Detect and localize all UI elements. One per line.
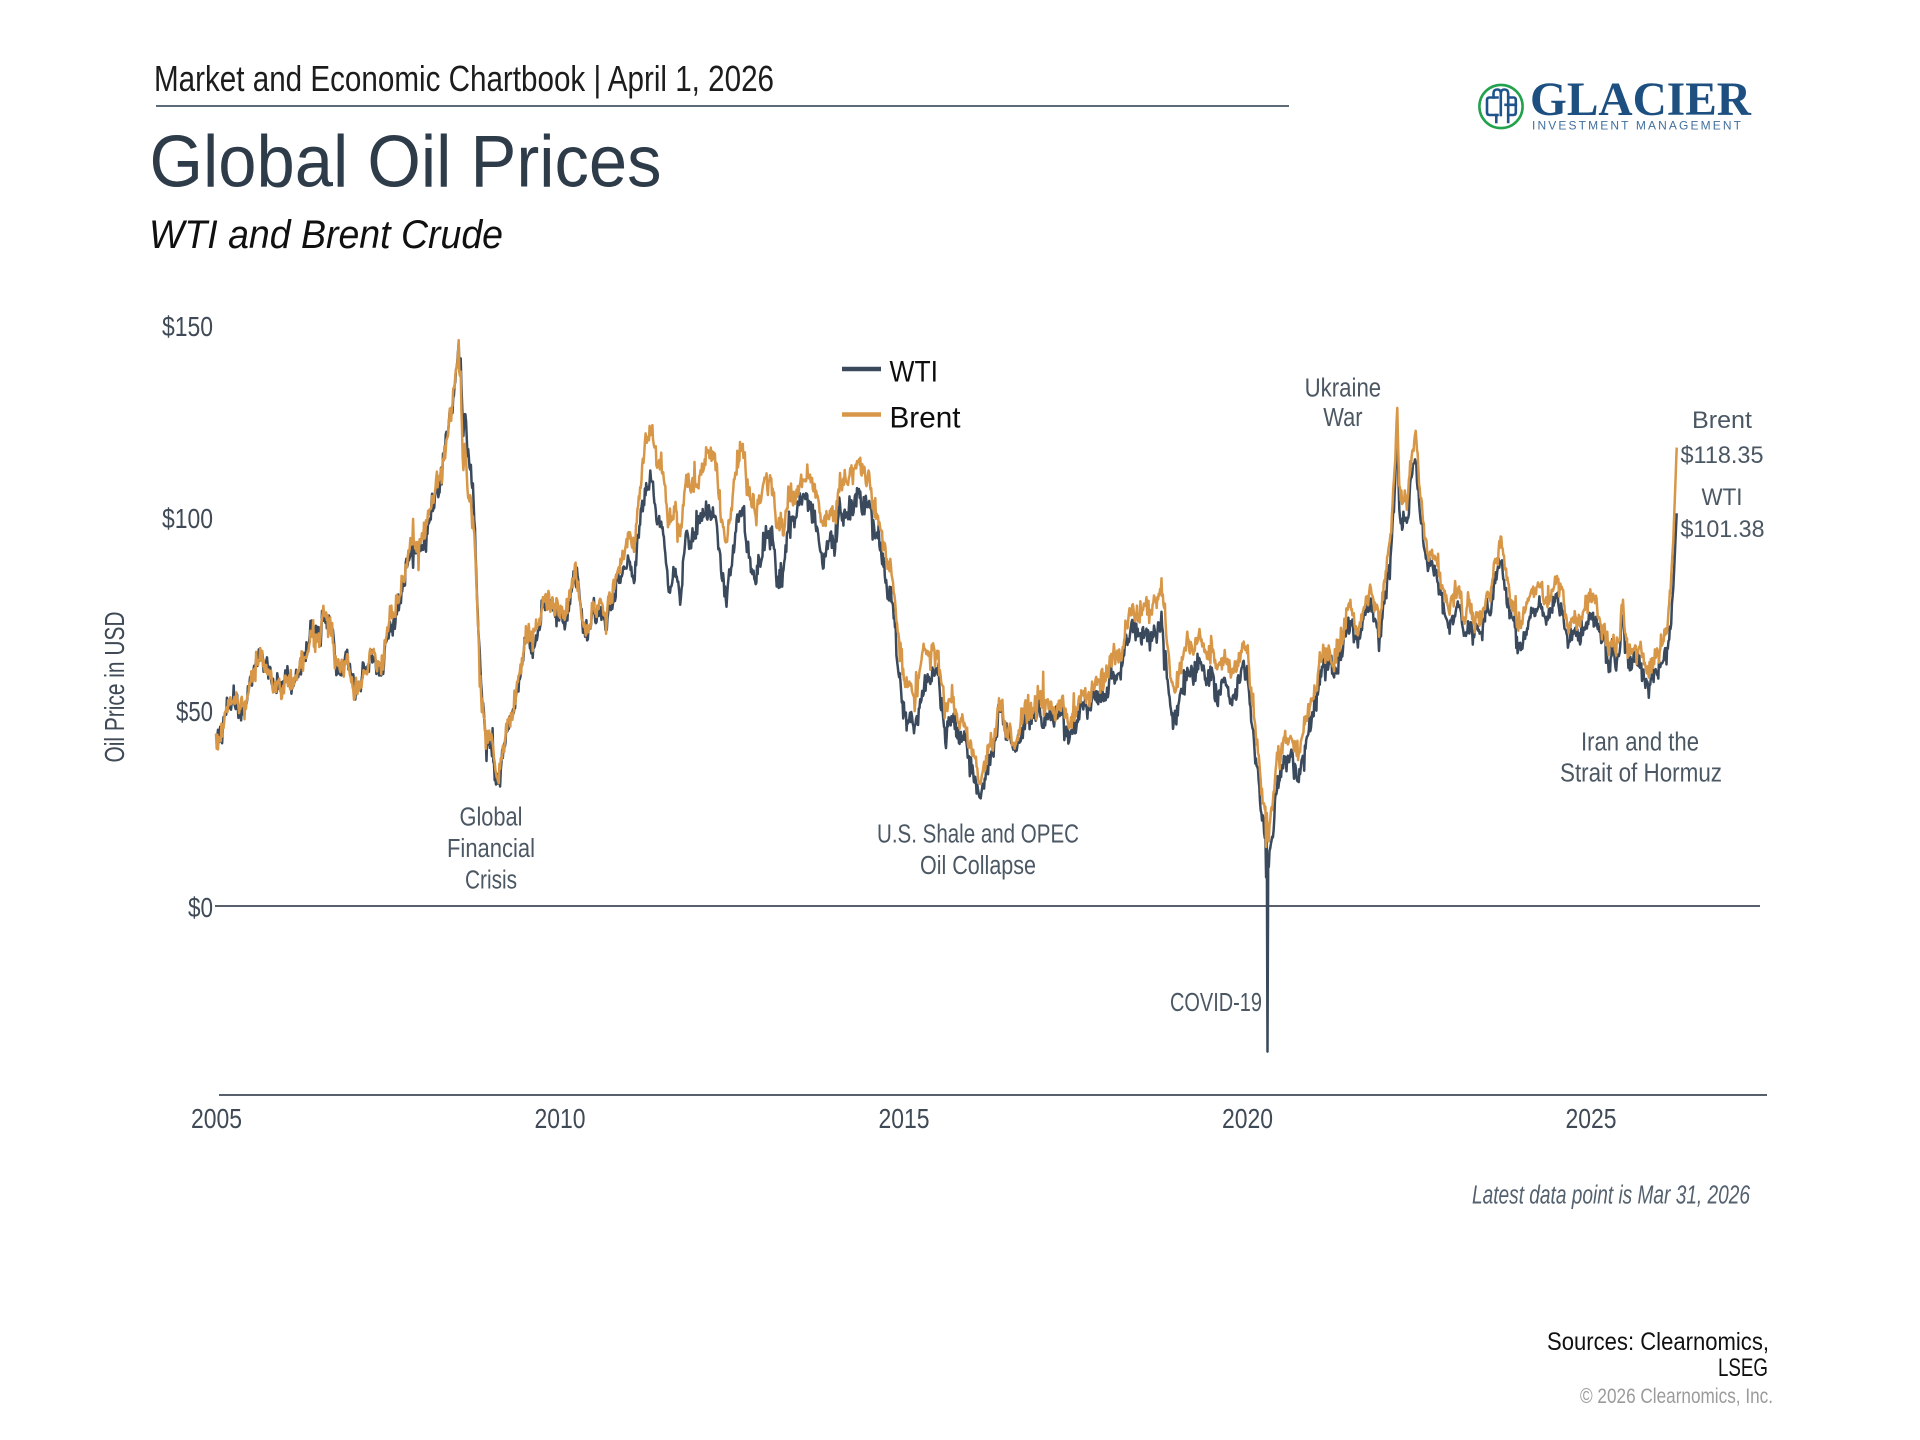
- svg-text:LSEG: LSEG: [1718, 1354, 1768, 1382]
- svg-text:Financial: Financial: [447, 835, 535, 863]
- svg-text:WTI: WTI: [890, 356, 939, 389]
- svg-text:2020: 2020: [1222, 1103, 1273, 1134]
- svg-text:$100: $100: [162, 503, 213, 534]
- svg-text:War: War: [1323, 404, 1363, 432]
- svg-text:Global Oil Prices: Global Oil Prices: [150, 122, 662, 203]
- svg-text:GLACIER: GLACIER: [1530, 73, 1752, 126]
- svg-text:$101.38: $101.38: [1681, 516, 1765, 543]
- svg-text:2015: 2015: [879, 1103, 930, 1134]
- svg-text:Strait of Hormuz: Strait of Hormuz: [1560, 760, 1722, 788]
- svg-text:WTI: WTI: [1702, 484, 1743, 511]
- svg-text:2005: 2005: [191, 1103, 242, 1134]
- svg-text:Global: Global: [460, 803, 523, 831]
- svg-text:$118.35: $118.35: [1681, 442, 1764, 469]
- svg-text:Oil Collapse: Oil Collapse: [920, 852, 1036, 880]
- svg-text:Market and Economic Chartbook: Market and Economic Chartbook | April 1,…: [154, 58, 774, 99]
- svg-text:$50: $50: [176, 696, 213, 727]
- svg-text:U.S. Shale and OPEC: U.S. Shale and OPEC: [877, 821, 1079, 849]
- svg-text:INVESTMENT MANAGEMENT: INVESTMENT MANAGEMENT: [1532, 119, 1742, 133]
- svg-text:© 2026 Clearnomics, Inc.: © 2026 Clearnomics, Inc.: [1580, 1385, 1773, 1408]
- svg-text:Oil Price in USD: Oil Price in USD: [99, 612, 130, 763]
- svg-text:2025: 2025: [1566, 1103, 1617, 1134]
- svg-text:COVID-19: COVID-19: [1170, 989, 1262, 1017]
- svg-text:Latest data point is Mar 31, 2: Latest data point is Mar 31, 2026: [1472, 1182, 1751, 1210]
- svg-text:Crisis: Crisis: [465, 867, 517, 895]
- svg-text:Brent: Brent: [890, 402, 962, 435]
- svg-text:Brent: Brent: [1692, 407, 1752, 434]
- svg-text:Ukraine: Ukraine: [1305, 374, 1382, 402]
- svg-text:Sources: Clearnomics,: Sources: Clearnomics,: [1547, 1328, 1769, 1356]
- svg-text:$150: $150: [162, 311, 213, 342]
- svg-text:WTI and Brent Crude: WTI and Brent Crude: [149, 213, 503, 257]
- svg-text:$0: $0: [188, 892, 213, 923]
- svg-text:Iran and the: Iran and the: [1581, 729, 1699, 757]
- svg-text:2010: 2010: [535, 1103, 586, 1134]
